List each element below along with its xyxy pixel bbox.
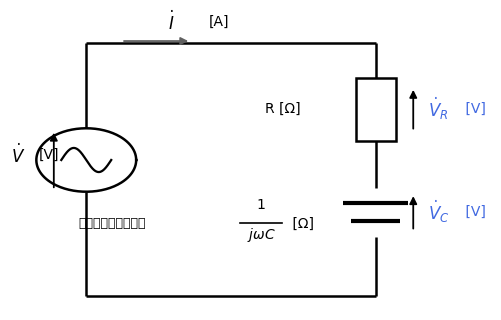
- Bar: [355, 77, 395, 141]
- Text: R [Ω]: R [Ω]: [265, 102, 300, 116]
- Text: $\dot{V}_R$: $\dot{V}_R$: [427, 96, 448, 122]
- Text: $\dot{V}_C$: $\dot{V}_C$: [427, 199, 449, 225]
- Text: [A]: [A]: [208, 15, 228, 29]
- Text: 容量リアクタンス：: 容量リアクタンス：: [79, 217, 146, 230]
- Text: [V]: [V]: [460, 102, 484, 116]
- Text: [V]: [V]: [39, 148, 59, 162]
- Text: 1: 1: [256, 198, 265, 212]
- Text: $\dot{I}$: $\dot{I}$: [167, 11, 174, 34]
- Text: [V]: [V]: [460, 205, 484, 219]
- Text: [Ω]: [Ω]: [288, 216, 314, 230]
- Text: $\dot{V}$: $\dot{V}$: [12, 144, 26, 167]
- Text: $j\omega C$: $j\omega C$: [246, 226, 275, 244]
